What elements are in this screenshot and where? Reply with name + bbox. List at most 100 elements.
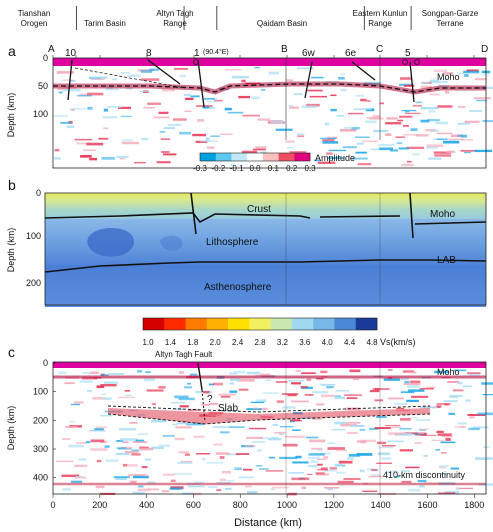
amplitude-patch [174,395,189,399]
amplitude-patch [334,421,347,425]
panel-letter: c [8,344,15,360]
amplitude-patch [127,74,141,77]
amplitude-patch [105,88,119,91]
amplitude-patch [378,143,395,147]
colorbar-tick-label: 0.0 [249,164,261,173]
amplitude-patch [403,84,415,87]
amplitude-patch [483,446,490,448]
amplitude-patch [401,109,417,112]
amplitude-patch [323,456,329,459]
amplitude-patch [353,108,372,111]
amplitude-patch [403,133,421,136]
amplitude-patch [394,402,408,405]
amplitude-patch [436,405,442,408]
amplitude-patch [445,438,451,441]
amplitude-patch [124,450,139,454]
strike-slip-marker [414,59,420,65]
fault-5 [409,61,415,103]
fault-trace [190,192,197,235]
amplitude-patch [133,475,149,479]
amplitude-patch [343,127,360,129]
amplitude-patch [396,142,403,144]
amplitude-patch [286,147,294,149]
amplitude-patch [342,146,357,149]
colorbar-tick-label: 0.1 [268,164,280,173]
amplitude-patch [87,92,104,96]
amplitude-patch [257,449,262,452]
amplitude-patch [219,478,227,482]
amplitude-patch [54,115,69,117]
amplitude-patch [315,403,325,406]
panel-a: a A B C D 10 8 1 6w 6e 5 (90.4°E) Moho 0… [6,43,493,169]
amplitude-patch [385,122,402,125]
amplitude-patch [426,144,444,148]
amplitude-patch [105,459,119,462]
x-tick-label: 1200 [324,500,344,510]
amplitude-patch [85,441,91,444]
amplitude-patch [288,472,305,474]
amplitude-patch [192,133,207,137]
amplitude-patch [268,71,279,75]
amplitude-patch [149,68,159,71]
amplitude-patch [94,428,104,431]
amplitude-patch [372,388,390,390]
colorbar-title: Amplitude [315,153,355,163]
amplitude-patch [251,96,260,100]
amplitude-patch [65,426,78,428]
amplitude-patch [141,137,149,141]
amplitude-patch [69,420,76,423]
amplitude-patch [212,382,223,386]
colorbar-swatch [355,318,378,330]
amplitude-patch [213,426,228,428]
slab-outline [107,413,431,425]
amplitude-patch [159,131,166,133]
amplitude-patch [125,394,132,397]
amplitude-patch [317,161,336,164]
amplitude-patch [320,370,328,374]
amplitude-patch [76,142,91,145]
amplitude-patch [101,157,116,160]
x-tick-label: 1800 [464,500,484,510]
amplitude-patch [433,151,452,154]
amplitude-patch [290,420,295,423]
amplitude-patch [170,479,176,482]
amplitude-patch [147,102,162,105]
amplitude-patch [343,478,361,480]
amplitude-patch [202,390,210,394]
amplitude-patch [291,400,309,403]
amplitude-patch [259,468,269,470]
amplitude-patch [437,105,453,108]
amplitude-patch [234,467,242,471]
amplitude-patch [183,93,191,96]
amplitude-patch [347,432,358,434]
amplitude-patch [309,95,327,98]
amplitude-colorbar-frame [199,152,311,162]
colorbar-swatch [164,318,186,330]
amplitude-patch [206,100,220,103]
amplitude-patch [140,70,152,73]
x-tick-label: 400 [139,500,154,510]
amplitude-patch [395,136,405,138]
amplitude-patch [62,488,71,491]
amplitude-patch [435,449,440,451]
amplitude-patch [458,72,465,75]
amplitude-patch [420,106,439,110]
amplitude-patch [443,140,460,144]
amplitude-patch [270,488,275,491]
amplitude-patch [307,473,313,476]
amplitude-patch [131,449,140,452]
amplitude-patch [368,475,383,478]
amplitude-patch [247,491,258,494]
amplitude-patch [307,89,323,92]
amplitude-patch [119,157,126,160]
amplitude-patch [162,153,177,156]
amplitude-patch [257,437,275,440]
amplitude-patch [463,70,480,74]
amplitude-patch [141,466,148,469]
region-label: Tianshan [18,9,51,18]
low-velocity-anomaly [160,235,183,251]
amplitude-patch [275,128,293,131]
colorbar-tick-label: 4.4 [344,338,356,347]
amplitude-patch [399,427,412,430]
amplitude-patch [316,378,324,380]
